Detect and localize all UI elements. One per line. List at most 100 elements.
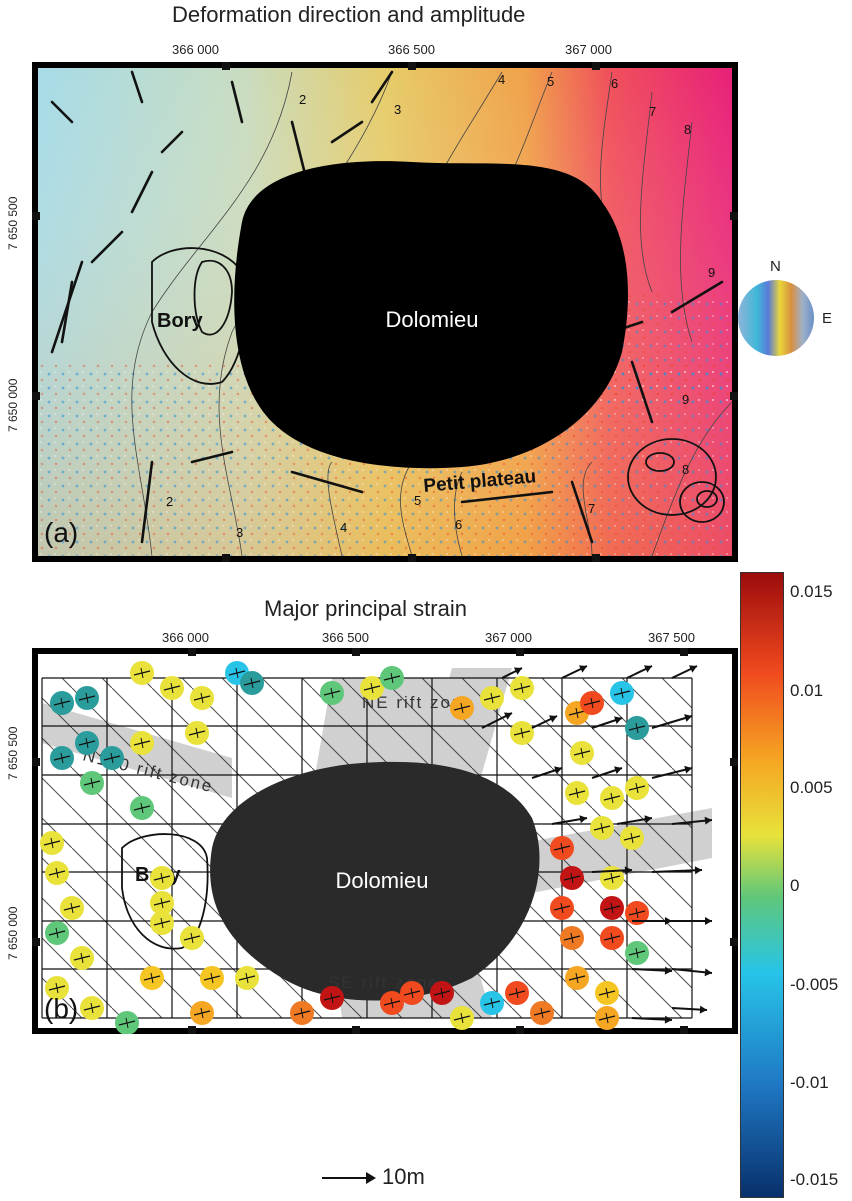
arrow-head-icon <box>684 765 692 774</box>
strain-axis <box>635 947 639 959</box>
panel-a-crater-label: Dolomieu <box>386 307 479 332</box>
rift-label-ne: NE rift zone <box>362 693 475 712</box>
strain-axis <box>580 747 584 759</box>
strain-axis <box>300 1007 304 1019</box>
panel-b-xtick: 366 000 <box>162 630 209 645</box>
arrow-head-icon <box>614 766 622 775</box>
strain-axis <box>570 872 574 884</box>
displacement-arrows <box>481 665 713 1024</box>
arrow-head-icon <box>548 715 557 723</box>
strain-axis <box>190 932 194 944</box>
strain-axis <box>575 787 579 799</box>
strain-axis <box>330 992 334 1004</box>
contour-label: 2 <box>166 494 173 509</box>
compass-legend <box>738 280 814 356</box>
panel-a-label: (a) <box>44 517 78 548</box>
colorbar-tick: 0.015 <box>790 582 833 601</box>
contour-label: 2 <box>299 92 306 107</box>
arrow-head-icon <box>503 712 512 720</box>
panel-a-ytick: 7 650 500 <box>6 196 20 250</box>
strain-axis <box>60 697 64 709</box>
panel-a-ytick: 7 650 000 <box>6 378 20 432</box>
strain-axis <box>55 867 59 879</box>
panel-b-ytick: 7 650 000 <box>6 906 20 960</box>
strain-axis <box>575 972 579 984</box>
contour-label: 6 <box>455 517 462 532</box>
colorbar-tick: -0.015 <box>790 1170 839 1189</box>
strain-axis <box>600 822 604 834</box>
strain-axis <box>195 727 199 739</box>
strain-axis <box>85 692 89 704</box>
arrow-head-icon <box>554 766 562 775</box>
arrow-head-icon <box>513 667 522 675</box>
strain-axis <box>490 692 494 704</box>
strain-axis <box>605 1012 609 1024</box>
strain-axis <box>370 682 374 694</box>
colorbar <box>740 572 784 1198</box>
strain-axis <box>160 897 164 909</box>
strain-axis <box>80 952 84 964</box>
strain-axis <box>575 707 579 719</box>
arrow-head-icon <box>688 665 697 673</box>
strain-axis <box>390 672 394 684</box>
strain-axis <box>330 687 334 699</box>
strain-axis <box>90 777 94 789</box>
arrow-head-icon <box>643 665 652 673</box>
strain-axis <box>235 667 239 679</box>
panel-b-xtick: 366 500 <box>322 630 369 645</box>
arrow-head-icon <box>705 917 712 925</box>
panel-a-xtick: 367 000 <box>565 42 612 57</box>
arrow-head-icon <box>699 1005 707 1014</box>
strain-axis <box>390 997 394 1009</box>
strain-axis <box>590 697 594 709</box>
strain-axis <box>490 997 494 1009</box>
arrow-head-icon <box>664 1015 672 1024</box>
colorbar-tick: -0.01 <box>790 1073 829 1092</box>
compass-north-label: N <box>770 258 781 275</box>
arrow-head-icon <box>684 714 692 722</box>
strain-axis <box>60 752 64 764</box>
strain-axis <box>170 682 174 694</box>
strain-axis <box>460 702 464 714</box>
strain-axis <box>55 982 59 994</box>
strain-axis <box>635 782 639 794</box>
contour-label: 7 <box>649 104 656 119</box>
panel-a-xtick: 366 000 <box>172 42 219 57</box>
strain-axis <box>605 987 609 999</box>
panel-a-xtick: 366 500 <box>388 42 435 57</box>
arrow-head-icon <box>664 966 672 975</box>
arrow-head-icon <box>694 866 702 875</box>
strain-axis <box>245 972 249 984</box>
contour-label: 8 <box>682 462 689 477</box>
panel-a-map: Dolomieu Bory Petit plateau 2 3 4 5 6 7 … <box>32 62 738 562</box>
panel-b-xtick: 367 000 <box>485 630 532 645</box>
strain-axis <box>50 837 54 849</box>
panel-b-crater-label: Dolomieu <box>336 868 429 893</box>
contour-label: 4 <box>498 72 505 87</box>
strain-axis <box>140 737 144 749</box>
strain-axis <box>200 692 204 704</box>
panel-b-frame-ticks <box>32 648 738 1034</box>
strain-axis <box>160 872 164 884</box>
strain-axis <box>110 752 114 764</box>
strain-axis <box>610 872 614 884</box>
contour-label: 9 <box>708 265 715 280</box>
panel-b-xtick: 367 500 <box>648 630 695 645</box>
strain-axis <box>620 687 624 699</box>
site-label-bory: Bory <box>157 310 203 332</box>
contour-label: 4 <box>340 520 347 535</box>
strain-axis <box>635 722 639 734</box>
arrow-head-icon <box>644 815 652 824</box>
arrow-head-icon <box>704 816 712 825</box>
colorbar-tick: 0.005 <box>790 778 833 797</box>
strain-axis <box>560 902 564 914</box>
strain-axis <box>55 927 59 939</box>
strain-axis <box>570 932 574 944</box>
contour-label: 3 <box>236 525 243 540</box>
strain-axis <box>515 987 519 999</box>
compass-east-label: E <box>822 310 833 327</box>
contour-label: 7 <box>588 501 595 516</box>
contour-label: 3 <box>394 102 401 117</box>
strain-axis <box>250 677 254 689</box>
contour-number-labels: 2 3 4 5 6 7 8 9 2 3 4 5 6 7 8 9 <box>166 72 715 540</box>
